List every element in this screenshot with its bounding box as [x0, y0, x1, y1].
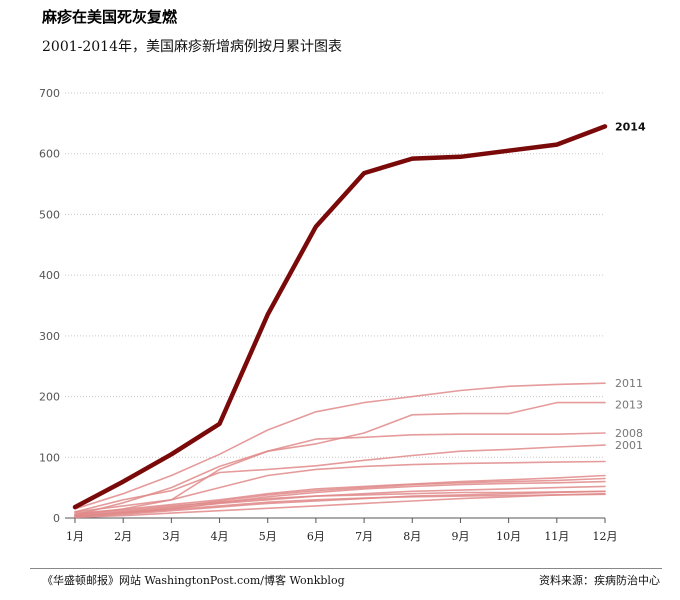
y-tick-label: 500	[39, 208, 60, 221]
x-tick-label: 1月	[66, 530, 84, 543]
y-tick-label: 700	[39, 87, 60, 100]
x-tick-label: 7月	[355, 530, 373, 543]
series-line-highlight	[72, 124, 608, 510]
series-line	[74, 401, 606, 513]
footer-source-right: 资料来源：疾病防治中心	[539, 574, 660, 587]
series-line	[74, 474, 606, 514]
chart-subtitle: 2001-2014年，美国麻疹新增病例按月累计图表	[42, 39, 342, 55]
y-tick-label: 300	[39, 330, 60, 343]
y-tick-label: 100	[39, 451, 60, 464]
series-line	[74, 492, 606, 519]
x-tick-label: 8月	[403, 530, 421, 543]
footer-source-left: 《华盛顿邮报》网站 WashingtonPost.com/博客 Wonkblog	[42, 574, 345, 587]
y-tick-label: 0	[53, 512, 60, 525]
series-label: 2013	[615, 399, 643, 412]
x-tick-label: 12月	[593, 530, 618, 543]
x-tick-label: 2月	[114, 530, 132, 543]
x-tick-label: 3月	[162, 530, 180, 543]
x-tick-label: 5月	[259, 530, 277, 543]
series-label: 2011	[615, 377, 643, 390]
series-line	[74, 477, 606, 517]
series-line	[74, 493, 606, 518]
x-tick-label: 6月	[307, 530, 325, 543]
footer-divider	[30, 568, 662, 569]
y-tick-label: 200	[39, 391, 60, 404]
y-tick-label: 400	[39, 269, 60, 282]
axes: 0 100 200 300 400 500 600 700 1月 2月 3月 4月 5月 6月 7月 8月 9月…	[39, 87, 618, 543]
x-tick-label: 11月	[544, 530, 569, 543]
series-label: 2001	[615, 439, 643, 452]
series-label: 2014	[615, 120, 646, 133]
chart-title: 麻疹在美国死灰复燃	[42, 8, 178, 26]
series	[72, 124, 608, 519]
series-line	[74, 444, 606, 513]
x-tick-label: 4月	[211, 530, 229, 543]
series-line	[74, 490, 606, 516]
grid	[65, 92, 605, 458]
y-tick-label: 600	[39, 148, 60, 161]
series-line	[74, 490, 606, 518]
x-tick-label: 10月	[496, 530, 521, 543]
series-label: 2008	[615, 427, 643, 440]
series-line	[74, 382, 606, 510]
x-tick-label: 9月	[451, 530, 469, 543]
